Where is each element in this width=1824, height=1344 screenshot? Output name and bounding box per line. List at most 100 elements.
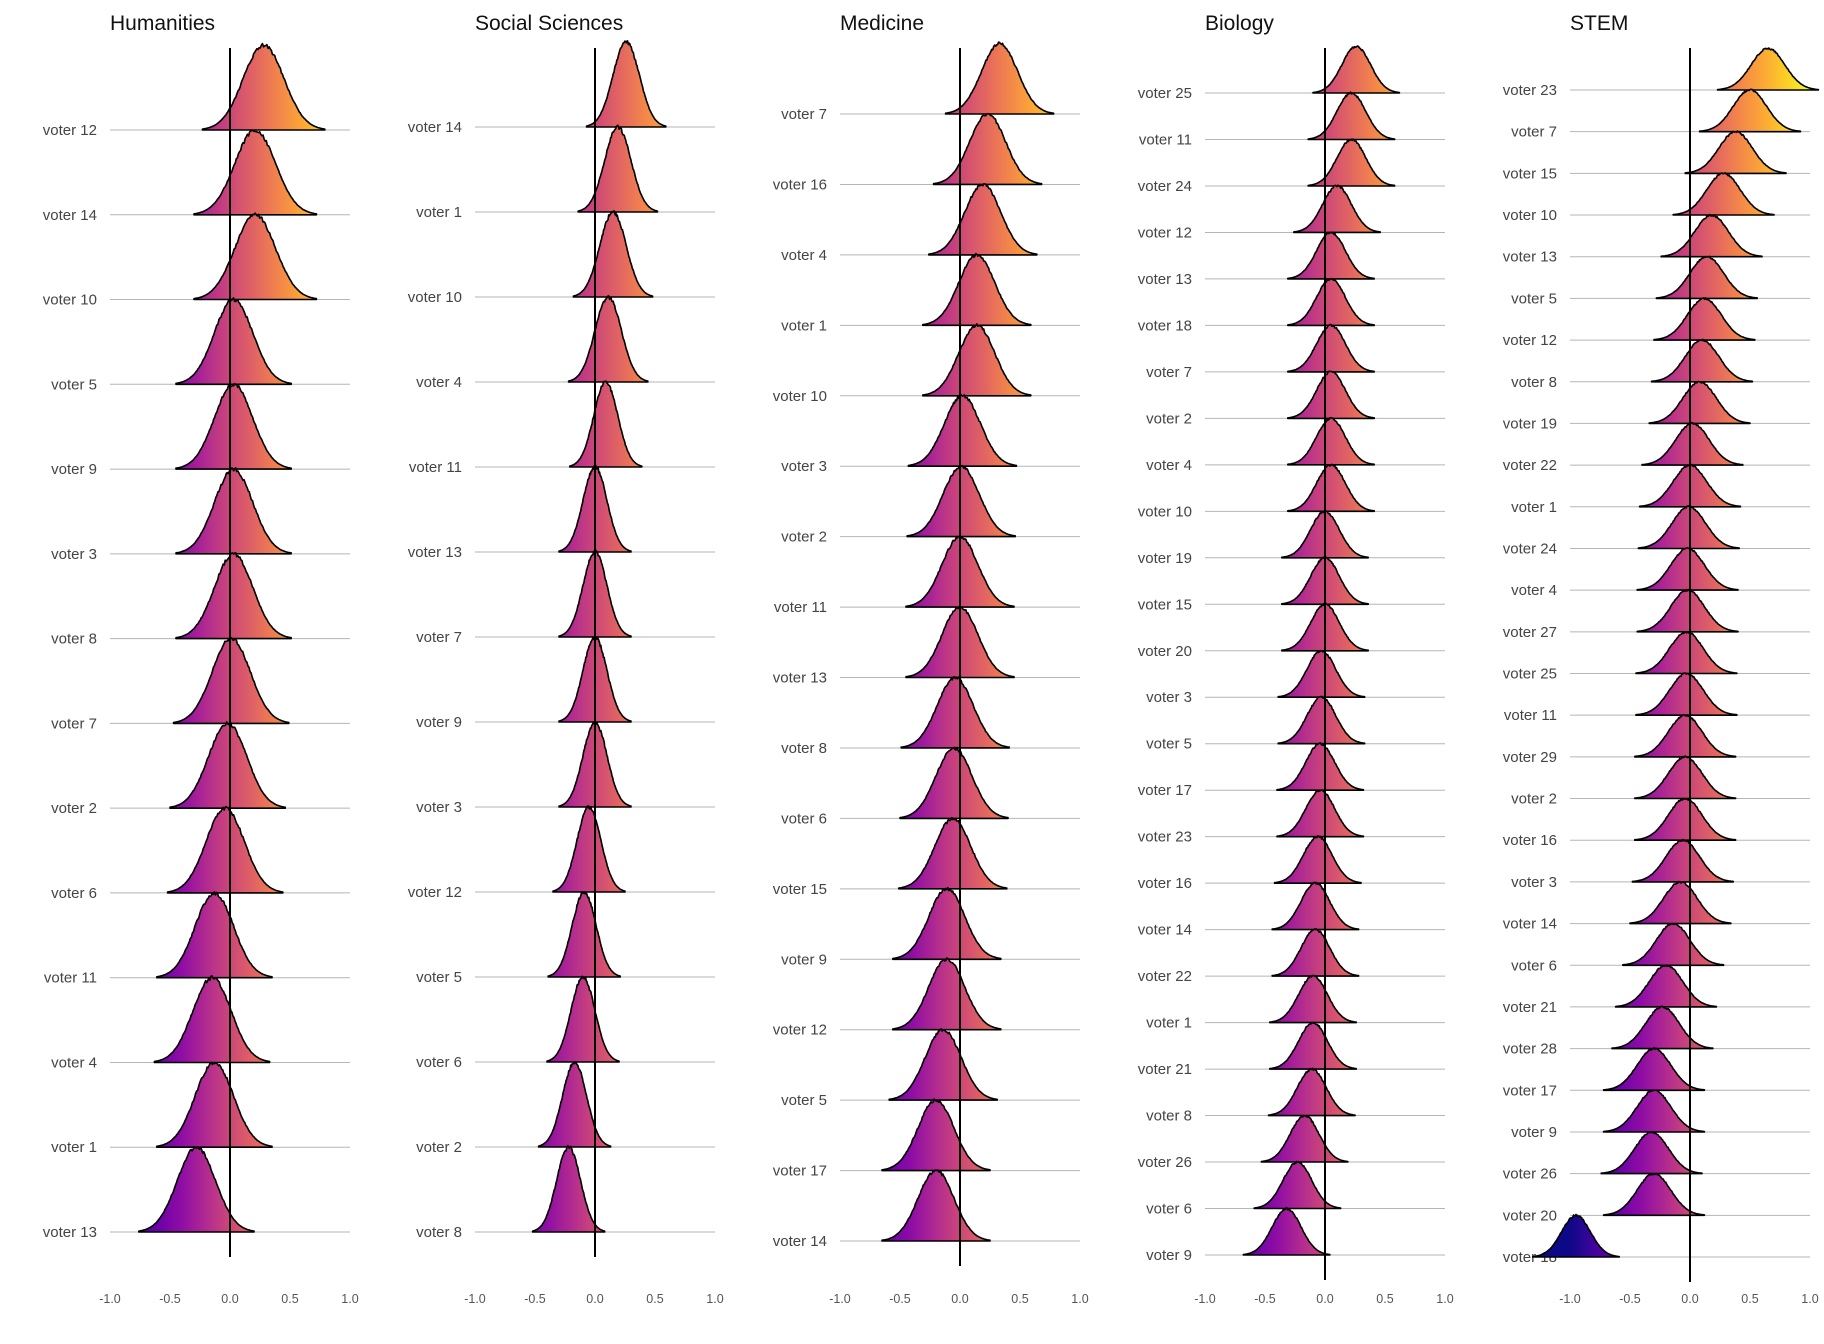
voter-label: voter 2 [416,1139,462,1156]
density-ridge [1634,797,1737,841]
voter-label: voter 9 [416,714,462,731]
density-ridge [537,1060,612,1148]
density-ridge [1277,695,1366,745]
density-ridge [1271,881,1360,931]
density-ridge [569,380,643,468]
voter-label: voter 4 [1146,457,1192,474]
x-tick-label: -1.0 [464,1292,486,1306]
voter-label: voter 1 [1146,1015,1192,1032]
voter-label: voter 22 [1503,457,1557,474]
density-ridge [922,323,1032,397]
density-ridge [567,294,649,383]
panel-biology: Biology voter 25 voter 11 voter 24 voter 12 v… [1138,12,1454,1306]
density-ridge [900,676,1010,749]
voter-label: voter 17 [1138,782,1192,799]
voter-label: voter 12 [408,884,462,901]
voter-label: voter 14 [1503,916,1557,933]
density-ridge [172,636,290,725]
panel-humanities: Humanities voter 12 voter 14 voter 10 voter … [43,12,359,1306]
x-tick-label: -0.5 [159,1292,181,1306]
density-ridge [892,957,1002,1031]
voter-label: voter 25 [1138,85,1192,102]
voter-label: voter 13 [43,1224,97,1241]
voter-label: voter 7 [781,106,827,123]
voter-label: voter 17 [773,1163,827,1180]
voter-label: voter 14 [1138,922,1192,939]
density-ridge [1602,1046,1706,1092]
voter-label: voter 19 [1138,550,1192,567]
density-ridge [1276,742,1365,791]
density-ridge [1634,755,1737,800]
density-ridge [1273,835,1362,884]
density-ridge [1287,463,1375,513]
voter-label: voter 7 [1511,124,1557,141]
voter-label: voter 1 [1511,499,1557,516]
density-ridge [1287,370,1375,420]
voter-label: voter 21 [1503,999,1557,1016]
density-ridge [1276,789,1365,838]
x-tick-label: 1.0 [706,1292,723,1306]
x-tick-label: -0.5 [889,1292,911,1306]
voter-label: voter 8 [416,1224,462,1241]
voter-label: voter 8 [781,740,827,757]
voter-label: voter 22 [1138,968,1192,985]
x-tick-label: 0.5 [646,1292,663,1306]
density-ridge [1636,547,1739,591]
density-ridge [1614,964,1718,1008]
density-ridge [552,804,626,893]
voter-label: voter 5 [51,376,97,393]
voter-label: voter 4 [1511,582,1557,599]
density-ridge [892,886,1002,961]
density-ridge [1293,184,1381,234]
voter-label: voter 8 [1511,374,1557,391]
density-ridge [547,891,621,978]
x-tick-label: 0.0 [1681,1292,1698,1306]
x-tick-label: 1.0 [1801,1292,1818,1306]
voter-label: voter 12 [1503,332,1557,349]
voter-label: voter 9 [51,461,97,478]
density-ridge [1269,974,1357,1024]
voter-label: voter 10 [1138,503,1192,520]
voter-label: voter 8 [51,631,97,648]
density-ridge [1277,649,1366,698]
density-ridge [1602,1089,1706,1133]
voter-label: voter 24 [1138,178,1192,195]
density-ridge [1622,922,1725,967]
voter-label: voter 23 [1503,82,1557,99]
panel-social-sciences: Social Sciences voter 14 voter 1 voter 10 vo… [408,12,724,1306]
panel-title: Medicine [840,12,924,35]
x-tick-label: -1.0 [99,1292,121,1306]
density-ridge [175,297,292,386]
voter-label: voter 26 [1138,1154,1192,1171]
density-ridge [1307,138,1396,187]
density-ridge [1287,416,1375,466]
density-ridge [1635,630,1738,675]
voter-label: voter 1 [416,204,462,221]
density-ridge [1611,1005,1714,1050]
panel-title: STEM [1570,12,1628,35]
voter-label: voter 20 [1138,643,1192,660]
voter-label: voter 10 [408,289,462,306]
voter-label: voter 7 [1146,364,1192,381]
density-ridge [201,42,326,131]
voter-label: voter 10 [1503,207,1557,224]
density-ridge [944,41,1055,115]
voter-label: voter 7 [51,715,97,732]
density-ridge [1637,505,1740,550]
density-ridge [1631,838,1734,883]
density-ridge [572,210,654,298]
density-ridge [881,1098,991,1172]
density-ridge [1684,130,1787,175]
density-ridge [585,40,667,128]
voter-label: voter 9 [1146,1247,1192,1264]
x-tick-label: -0.5 [524,1292,546,1306]
voter-label: voter 15 [1503,165,1557,182]
voter-label: voter 21 [1138,1061,1192,1078]
voter-label: voter 13 [408,544,462,561]
voter-label: voter 6 [1511,957,1557,974]
voter-label: voter 3 [1511,874,1557,891]
density-ridge [907,393,1018,467]
voter-label: voter 26 [1503,1166,1557,1183]
voter-label: voter 3 [51,546,97,563]
density-ridge [1660,213,1763,258]
